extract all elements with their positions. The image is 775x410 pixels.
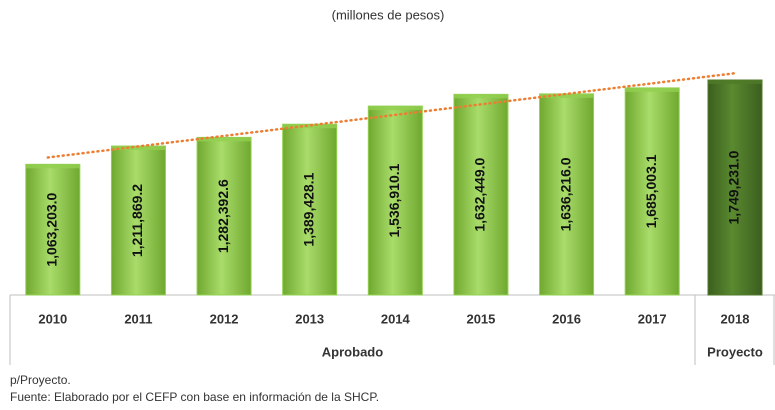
x-tick-label: 2011 <box>124 311 152 326</box>
x-tick-label: 2016 <box>552 311 581 326</box>
bar <box>367 105 423 296</box>
x-tick-label: 2015 <box>466 311 495 326</box>
note: p/Proyecto. <box>10 373 71 387</box>
bar-top <box>539 93 594 98</box>
bar-top <box>368 106 423 111</box>
bar-top <box>625 87 680 92</box>
data-label: 1,636,216.0 <box>557 157 573 231</box>
data-label: 1,063,203.0 <box>44 192 60 266</box>
bar <box>196 136 252 296</box>
data-label: 1,749,231.0 <box>726 150 742 224</box>
bar-top <box>453 94 508 99</box>
bar <box>453 93 509 296</box>
note: Fuente: Elaborado por el CEFP con base e… <box>10 390 379 404</box>
bar-top <box>111 146 166 151</box>
bar <box>25 163 81 296</box>
bar <box>707 79 763 296</box>
bar-top <box>708 80 762 84</box>
data-label: 1,211,869.2 <box>129 184 145 257</box>
bar <box>624 87 680 296</box>
bar-top <box>197 137 252 142</box>
x-tick-label: 2012 <box>210 311 239 326</box>
bar <box>539 93 595 296</box>
group-label: Aprobado <box>322 344 383 359</box>
data-label: 1,282,392.6 <box>215 179 231 253</box>
data-label: 1,632,449.0 <box>472 157 488 231</box>
data-label: 1,536,910.1 <box>386 163 402 237</box>
x-tick-label: 2017 <box>638 311 667 326</box>
bar <box>282 123 338 296</box>
x-tick-label: 2018 <box>721 311 750 326</box>
trendline <box>46 71 737 159</box>
bar-top <box>282 124 337 129</box>
bar-top <box>25 164 80 169</box>
x-tick-label: 2014 <box>381 311 411 326</box>
x-tick-label: 2013 <box>295 311 324 326</box>
group-label: Proyecto <box>707 344 763 359</box>
chart-subtitle: (millones de pesos) <box>332 7 445 22</box>
data-label: 1,685,003.1 <box>643 154 659 228</box>
data-label: 1,389,428.1 <box>300 172 316 246</box>
x-tick-label: 2010 <box>38 311 67 326</box>
